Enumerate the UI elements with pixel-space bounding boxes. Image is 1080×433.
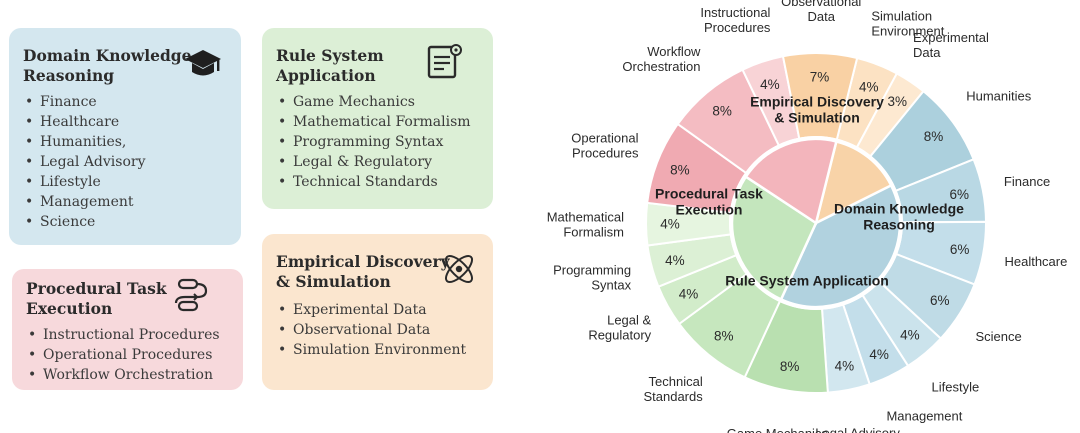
outer-slice-label: Legal & Regulatory <box>588 312 651 342</box>
inner-slice <box>730 175 818 302</box>
list-item: Instructional Procedures <box>26 325 229 345</box>
list-item: Game Mechanics <box>276 92 479 112</box>
outer-slice-label: Operational Procedures <box>571 131 639 161</box>
outer-slice-label: Simulation Environment <box>871 8 944 38</box>
list-item: Lifestyle <box>23 172 227 192</box>
card-empirical-list: Experimental Data Observational Data Sim… <box>276 300 479 360</box>
outer-slice-label: Humanities <box>966 89 1032 104</box>
graduation-cap-icon <box>183 46 223 87</box>
outer-slice-label: Science <box>975 329 1021 344</box>
outer-slice-label: Workflow Orchestration <box>622 44 701 74</box>
outer-slice-pct: 4% <box>760 77 780 92</box>
category-sunburst-chart: 4% Simulation Environment 3% Experimental Dat… <box>520 0 1080 433</box>
outer-slice-label: Healthcare <box>1004 254 1067 269</box>
outer-slice-pct: 8% <box>714 329 734 344</box>
list-item: Humanities, <box>23 132 227 152</box>
outer-slice-pct: 4% <box>900 327 920 342</box>
outer-slice-label: Finance <box>1004 174 1050 189</box>
card-procedural-list: Instructional Procedures Operational Pro… <box>26 325 229 385</box>
outer-slice-pct: 4% <box>660 217 680 232</box>
outer-slice-pct: 8% <box>670 163 690 178</box>
outer-slice-pct: 4% <box>859 79 879 94</box>
list-item: Management <box>23 192 227 212</box>
list-item: Mathematical Formalism <box>276 112 479 132</box>
outer-slice-pct: 4% <box>665 253 685 268</box>
outer-slice-pct: 8% <box>712 104 732 119</box>
outer-slice-label: Legal Advisory <box>815 425 900 433</box>
list-item: Finance <box>23 92 227 112</box>
list-item: Programming Syntax <box>276 132 479 152</box>
list-item: Technical Standards <box>276 172 479 192</box>
outer-slice-pct: 6% <box>930 293 950 308</box>
outer-slice-label: Mathematical Formalism <box>547 209 624 239</box>
outer-slice-pct: 6% <box>949 187 969 202</box>
card-domain-knowledge: Domain Knowledge Reasoning Finance Healt… <box>9 28 241 245</box>
card-empirical-title: Empirical Discovery & Simulation <box>276 252 450 291</box>
list-item: Legal & Regulatory <box>276 152 479 172</box>
card-rules-title: Rule System Application <box>276 46 384 85</box>
inner-slice <box>814 139 893 226</box>
inner-slice <box>779 183 902 309</box>
outer-slice-pct: 4% <box>835 359 855 374</box>
outer-slice-label: Technical Standards <box>643 374 703 404</box>
card-procedural-task: Procedural Task Execution Instructional … <box>12 269 243 390</box>
card-empirical-discovery: Empirical Discovery & Simulation Experim… <box>262 234 493 390</box>
outer-slice-pct: 7% <box>810 70 830 85</box>
inner-slice-label: Domain Knowledge Reasoning <box>834 201 964 233</box>
outer-slice-label: Programming Syntax <box>553 263 632 293</box>
outer-slice-pct: 8% <box>924 129 944 144</box>
list-item: Simulation Environment <box>276 340 479 360</box>
card-rule-system: Rule System Application Game Mechanics M… <box>262 28 493 209</box>
card-domain-title: Domain Knowledge Reasoning <box>23 46 192 85</box>
outer-slice-label: Observational Data <box>781 0 861 24</box>
outer-slice-pct: 4% <box>679 287 699 302</box>
inner-slice-label: Empirical Discovery & Simulation <box>750 94 884 126</box>
outer-slice-label: Lifestyle <box>932 379 980 394</box>
card-domain-list: Finance Healthcare Humanities, Legal Adv… <box>23 92 227 232</box>
list-item: Experimental Data <box>276 300 479 320</box>
atom-icon <box>438 248 480 295</box>
outer-slice-pct: 6% <box>950 242 970 257</box>
outer-slice-label: Experimental Data <box>913 30 989 60</box>
outer-slice-label: Instructional Procedures <box>700 5 771 35</box>
outer-slice-label: Game Mechanics <box>727 426 829 433</box>
list-item: Healthcare <box>23 112 227 132</box>
outer-slice-pct: 8% <box>780 359 800 374</box>
inner-slice-label: Procedural Task Execution <box>655 186 763 218</box>
inner-slice <box>744 137 838 226</box>
outer-slice-pct: 3% <box>887 94 907 109</box>
sunburst-svg: 4% Simulation Environment 3% Experimental Dat… <box>547 0 1068 433</box>
document-gear-icon <box>424 42 464 87</box>
outer-slice-pct: 4% <box>869 347 889 362</box>
card-procedural-title: Procedural Task Execution <box>26 279 167 318</box>
list-item: Observational Data <box>276 320 479 340</box>
list-item: Legal Advisory <box>23 152 227 172</box>
list-item: Workflow Orchestration <box>26 365 229 385</box>
list-item: Operational Procedures <box>26 345 229 365</box>
workflow-icon <box>170 277 212 318</box>
list-item: Science <box>23 212 227 232</box>
inner-slice-label: Rule System Application <box>725 273 889 289</box>
outer-slice-label: Management <box>886 408 962 423</box>
card-rules-list: Game Mechanics Mathematical Formalism Pr… <box>276 92 479 192</box>
